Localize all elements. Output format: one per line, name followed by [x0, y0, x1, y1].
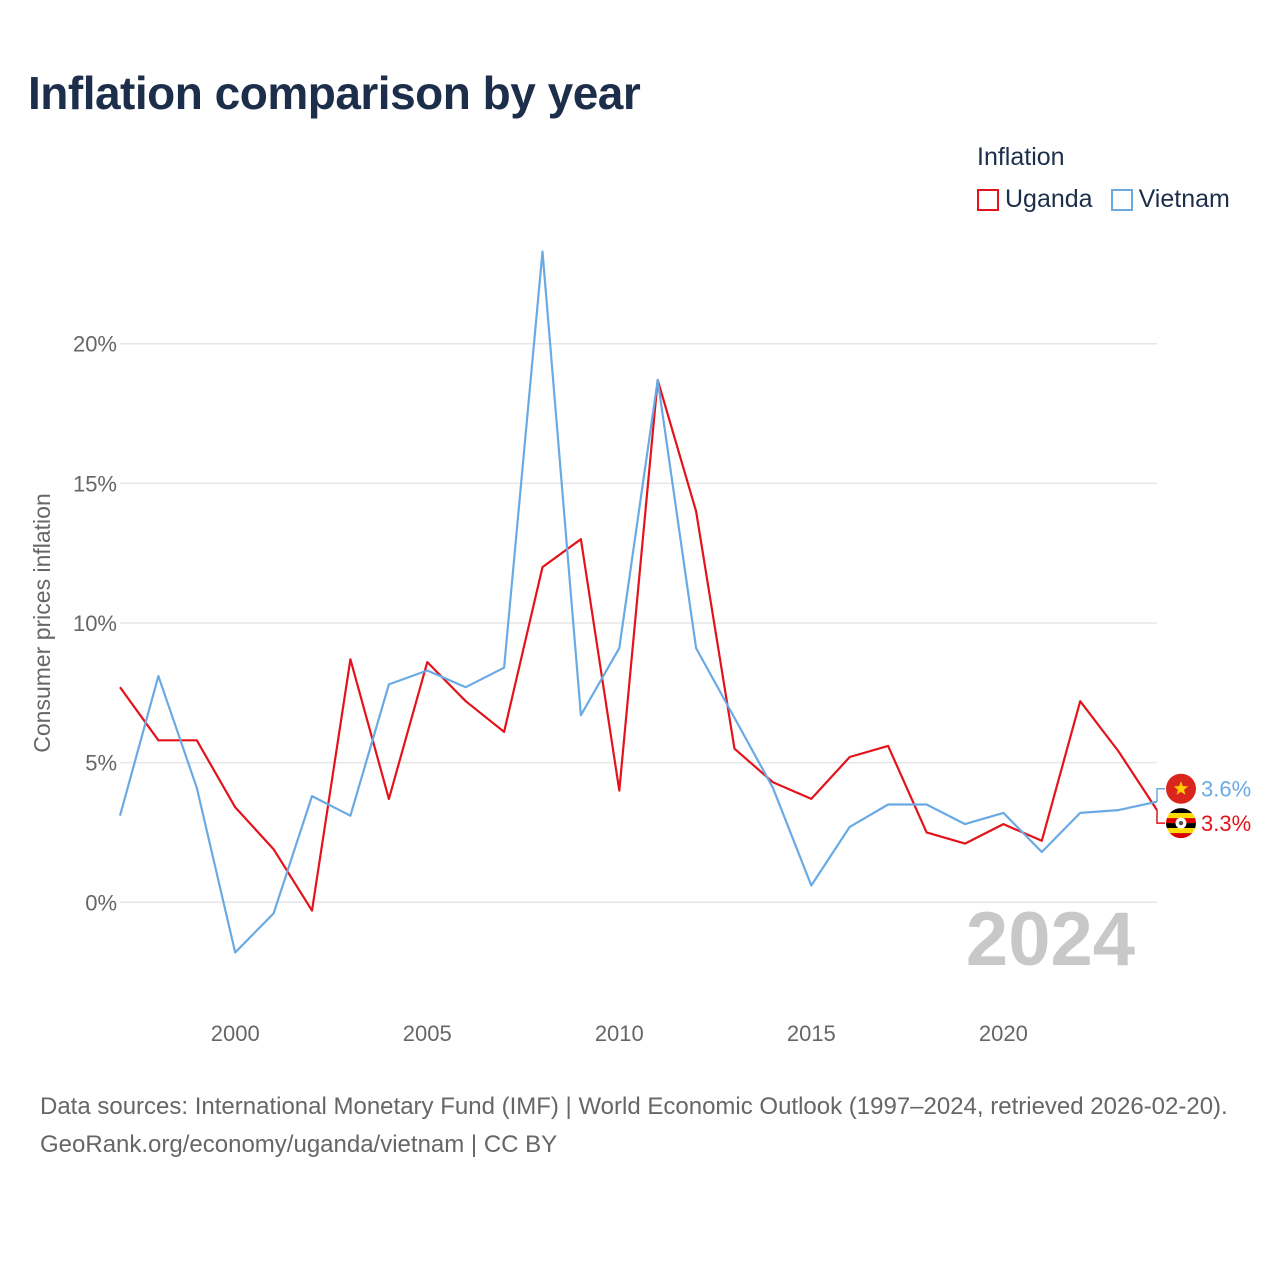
year-watermark: 2024 — [966, 897, 1135, 982]
legend-label-uganda: Uganda — [1005, 185, 1093, 213]
series-line-vietnam[interactable] — [118, 250, 1158, 954]
x-axis-ticks: 2000 2005 2010 2015 2020 — [211, 1021, 1028, 1046]
uganda-end-connector — [1156, 810, 1165, 824]
uganda-flag-icon — [1166, 808, 1196, 839]
legend: Uganda Vietnam — [977, 185, 1230, 214]
uganda-end-value: 3.3% — [1201, 811, 1251, 836]
legend-swatch-uganda — [977, 188, 999, 211]
y-tick-label: 20% — [73, 332, 117, 357]
source-line-1: Data sources: International Monetary Fun… — [40, 1093, 1228, 1120]
source-line-2[interactable]: GeoRank.org/economy/uganda/vietnam | CC … — [40, 1131, 558, 1158]
legend-swatch-vietnam — [1110, 188, 1133, 211]
vietnam-end-connector — [1156, 787, 1165, 802]
source-note: Data sources: International Monetary Fun… — [40, 1088, 1250, 1164]
x-tick-label: 2000 — [211, 1021, 260, 1046]
y-axis-ticks: 0% 5% 10% 15% 20% — [73, 332, 117, 916]
x-tick-label: 2005 — [403, 1021, 452, 1046]
line-chart: 0% 5% 10% 15% 20% 2000 2005 2010 2015 2020 Consu… — [29, 250, 1251, 1046]
x-tick-label: 2010 — [595, 1021, 644, 1046]
series-lines — [118, 250, 1158, 954]
end-markers: 3.6% 3.3% — [1156, 773, 1251, 839]
series-line-uganda[interactable] — [119, 378, 1158, 912]
chart-title: Inflation comparison by year — [28, 67, 641, 119]
x-tick-label: 2015 — [787, 1021, 836, 1046]
legend-item-uganda[interactable]: Uganda — [977, 185, 1093, 214]
legend-title: Inflation — [977, 143, 1065, 171]
y-tick-label: 0% — [85, 890, 117, 915]
gridlines — [120, 342, 1157, 904]
vietnam-flag-icon — [1166, 773, 1196, 804]
legend-item-vietnam[interactable]: Vietnam — [1110, 185, 1230, 214]
y-axis-label: Consumer prices inflation — [29, 493, 55, 753]
vietnam-end-value: 3.6% — [1201, 777, 1251, 802]
x-tick-label: 2020 — [979, 1021, 1028, 1046]
y-tick-label: 5% — [85, 751, 117, 776]
legend-label-vietnam: Vietnam — [1138, 185, 1230, 213]
y-tick-label: 15% — [73, 471, 117, 496]
y-tick-label: 10% — [73, 611, 117, 636]
